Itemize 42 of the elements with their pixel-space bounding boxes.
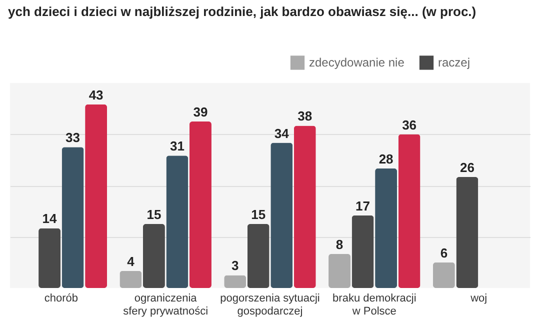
data-label: 33 (66, 130, 80, 146)
data-label: 26 (460, 160, 474, 175)
bar (247, 224, 270, 288)
data-label: 28 (378, 151, 394, 166)
x-tick-label: pogorszenia sytuacji gospodarczej (220, 292, 320, 318)
bar (120, 270, 142, 288)
bar (62, 147, 84, 288)
data-label: 15 (146, 206, 162, 222)
bar (294, 126, 316, 288)
bar (398, 134, 420, 288)
data-label: 15 (251, 206, 266, 222)
bar (375, 168, 398, 288)
x-tick-label: braku demokracji w Polsce (332, 292, 416, 318)
bar (352, 215, 374, 288)
data-label: 17 (356, 198, 370, 214)
data-label: 39 (193, 104, 208, 120)
data-label: 38 (298, 108, 312, 124)
data-label: 14 (42, 211, 58, 226)
bar (328, 254, 351, 288)
data-label: 8 (336, 236, 344, 252)
bar (270, 142, 293, 288)
x-tick-label: chorób (44, 292, 78, 304)
legend-label: zdecydowanie nie (309, 56, 405, 70)
data-label: 3 (231, 258, 239, 274)
data-label: 34 (274, 126, 290, 141)
bar (166, 156, 188, 288)
data-label: 36 (402, 117, 417, 132)
data-label: 4 (127, 254, 136, 269)
data-label: 6 (440, 245, 448, 260)
legend-label: raczej (438, 56, 470, 70)
bar (85, 104, 108, 288)
x-tick-label: ograniczenia sfery prywatności (123, 292, 208, 318)
data-label: 31 (170, 138, 184, 154)
chart-title: ych dzieci i dzieci w najbliższej rodzinie, jak bardzo obawiasz się... (w proc.) (8, 4, 476, 19)
bar (224, 275, 246, 288)
data-label: 43 (88, 87, 104, 102)
bar (142, 224, 165, 288)
bar (432, 262, 455, 288)
bar (38, 228, 61, 288)
bar (189, 121, 212, 288)
bar (456, 176, 478, 288)
x-tick-label: woj (470, 292, 488, 304)
